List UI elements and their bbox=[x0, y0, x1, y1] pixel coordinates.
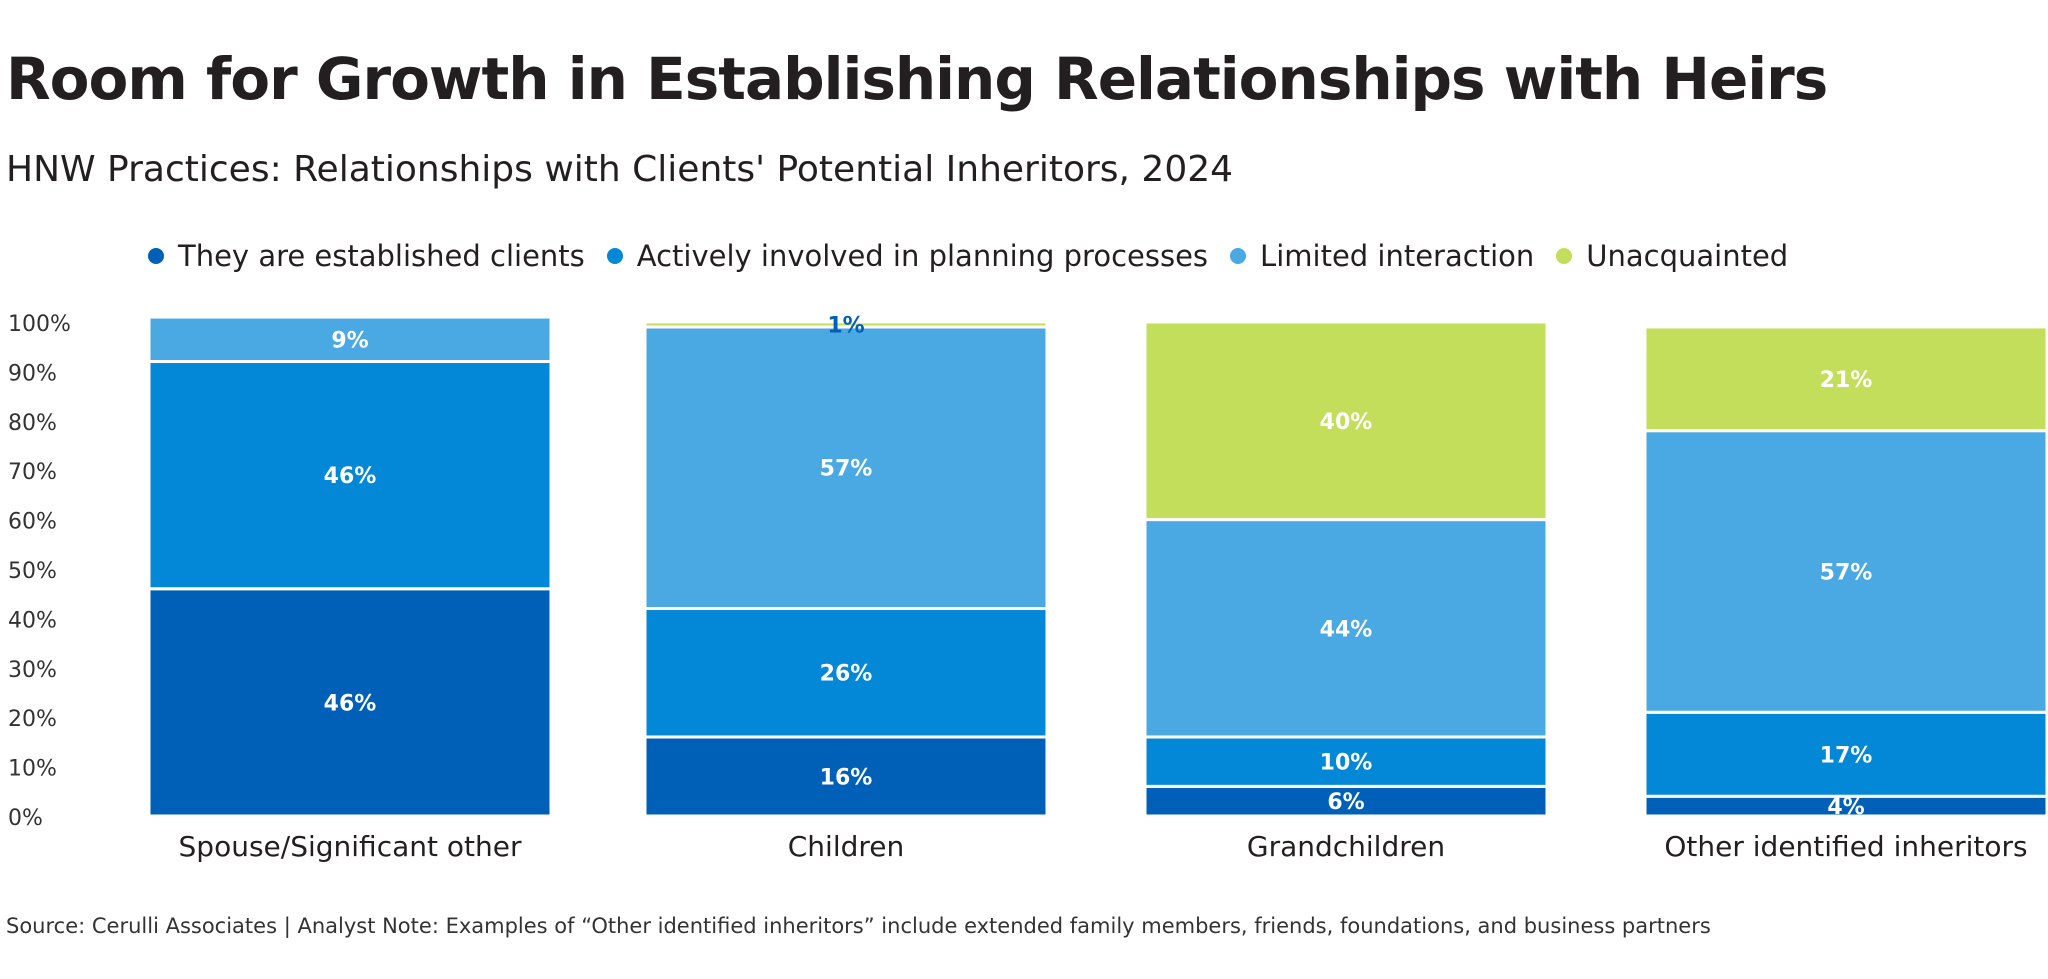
data-label: 40% bbox=[1320, 410, 1373, 435]
data-label: 46% bbox=[324, 691, 377, 716]
bar-segment bbox=[147, 587, 553, 818]
y-tick-label: 40% bbox=[8, 608, 57, 633]
y-tick-label: 10% bbox=[8, 757, 57, 782]
chart-title: Room for Growth in Establishing Relation… bbox=[6, 45, 1828, 113]
legend-label: Limited interaction bbox=[1260, 239, 1535, 273]
y-tick-label: 80% bbox=[8, 411, 57, 436]
data-label: 4% bbox=[1827, 795, 1864, 820]
category-label: Spouse/Significant other bbox=[179, 830, 522, 863]
source-note: Source: Cerulli Associates | Analyst Not… bbox=[6, 914, 1711, 938]
data-label: 57% bbox=[1820, 560, 1873, 585]
data-label: 26% bbox=[820, 662, 873, 687]
bar-segment bbox=[147, 360, 553, 591]
data-label: 44% bbox=[1320, 617, 1373, 642]
data-label: 57% bbox=[820, 457, 873, 482]
bar-segment bbox=[1143, 320, 1549, 522]
legend-label: Unacquainted bbox=[1586, 239, 1789, 273]
bar-segment bbox=[1143, 784, 1549, 818]
y-tick-label: 20% bbox=[8, 707, 57, 732]
data-label: 6% bbox=[1327, 790, 1364, 815]
data-label: 17% bbox=[1820, 743, 1873, 768]
bar-segment bbox=[147, 315, 553, 364]
y-tick-label: 100% bbox=[8, 312, 71, 337]
bar-segment bbox=[1143, 735, 1549, 788]
bar-segment bbox=[643, 735, 1049, 818]
category-label: Children bbox=[788, 830, 905, 863]
legend-label: They are established clients bbox=[178, 239, 585, 273]
data-label: 1% bbox=[827, 313, 864, 338]
legend-marker bbox=[1556, 248, 1573, 264]
bar-segment bbox=[643, 607, 1049, 739]
legend-marker bbox=[148, 248, 164, 264]
legend-item: Limited interaction bbox=[1230, 239, 1534, 273]
y-tick-label: 0% bbox=[8, 806, 43, 831]
category-label: Other identified inheritors bbox=[1664, 830, 2027, 863]
data-label: 46% bbox=[324, 464, 377, 489]
chart-subtitle: HNW Practices: Relationships with Client… bbox=[6, 149, 1234, 190]
stacked-bar-chart: 0% 10% 20% 30% 40% 50% 60% 70% 80% 90% 100% 46% 46% 9… bbox=[8, 312, 2048, 863]
legend-item: They are established clients bbox=[148, 239, 585, 273]
data-label: 16% bbox=[820, 765, 873, 790]
legend-item: Actively involved in planning processes bbox=[606, 239, 1209, 273]
bar-segment bbox=[1143, 518, 1549, 739]
bar-segment bbox=[1643, 710, 2048, 798]
bar-segment bbox=[1643, 325, 2048, 433]
y-tick-label: 50% bbox=[8, 559, 57, 584]
y-tick-label: 30% bbox=[8, 658, 57, 683]
y-tick-label: 70% bbox=[8, 460, 57, 485]
data-label: 21% bbox=[1820, 368, 1873, 393]
chart-legend: They are established clients Actively inv… bbox=[148, 238, 1810, 274]
bar-segment bbox=[643, 325, 1049, 611]
category-label: Grandchildren bbox=[1247, 830, 1445, 863]
data-label: 9% bbox=[331, 328, 368, 353]
y-tick-label: 90% bbox=[8, 361, 57, 386]
legend-marker bbox=[1230, 248, 1247, 264]
y-tick-label: 60% bbox=[8, 510, 57, 535]
legend-item: Unacquainted bbox=[1556, 239, 1788, 273]
bar-segment bbox=[643, 320, 1049, 329]
legend-label: Actively involved in planning processes bbox=[636, 239, 1209, 273]
data-label: 10% bbox=[1320, 751, 1373, 776]
legend-marker bbox=[606, 248, 623, 264]
